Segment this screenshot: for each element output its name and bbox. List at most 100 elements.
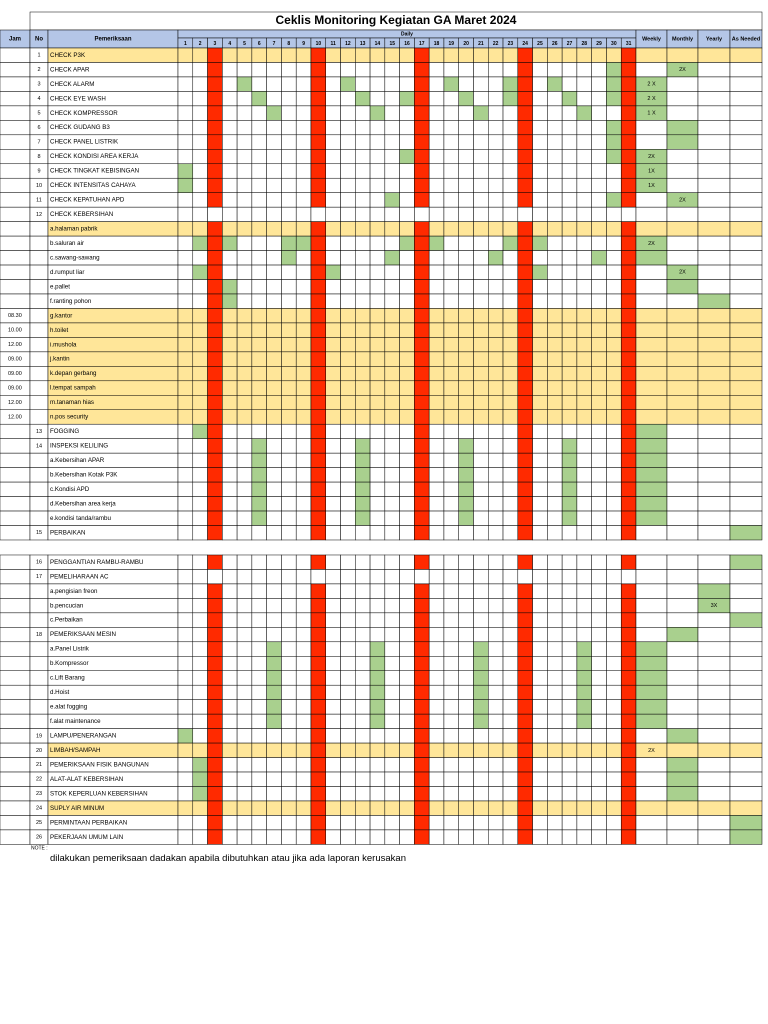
cell [295, 221, 312, 237]
cell [399, 583, 415, 599]
cell [384, 366, 400, 382]
cell [729, 105, 763, 121]
cell [488, 569, 504, 585]
item: ALAT-ALAT KEBERSIHAN [50, 776, 123, 783]
cell [532, 525, 548, 541]
cell [281, 337, 297, 353]
cell [177, 177, 194, 193]
cell [222, 149, 238, 165]
cell [340, 250, 356, 266]
cell [295, 496, 312, 512]
cell [576, 366, 592, 382]
cell [620, 62, 637, 78]
cell [502, 771, 519, 787]
cell [729, 438, 763, 454]
cell [222, 366, 238, 382]
cell [281, 569, 297, 585]
item: a.Panel Listrik [50, 646, 90, 653]
cell [295, 47, 312, 63]
cell [207, 409, 223, 425]
cell [517, 91, 533, 107]
cell [666, 120, 699, 136]
cell [561, 728, 578, 744]
cell [561, 149, 578, 165]
day-number: 4 [228, 41, 231, 47]
cell [266, 583, 282, 599]
cell [547, 757, 563, 773]
cell [517, 771, 533, 787]
cell [635, 670, 668, 686]
cell [310, 829, 326, 845]
cell [666, 713, 699, 729]
cell [729, 76, 763, 92]
cell [310, 120, 326, 136]
cell [369, 786, 386, 802]
cell [428, 395, 445, 410]
cell [666, 337, 699, 353]
day-number: 25 [537, 41, 543, 47]
cell [310, 308, 326, 324]
cell [606, 264, 622, 280]
cell [207, 293, 223, 309]
cell [399, 308, 415, 324]
cell [207, 308, 223, 324]
cell [340, 684, 356, 700]
cell [222, 351, 238, 367]
cell [666, 656, 699, 671]
cell [281, 829, 297, 845]
cell [266, 829, 282, 845]
cell [340, 569, 356, 585]
cell [384, 438, 400, 454]
cell [222, 279, 238, 295]
cell [697, 496, 731, 512]
cell [266, 134, 282, 150]
cell [443, 815, 459, 831]
cell [591, 235, 607, 251]
cell [517, 684, 533, 700]
cell [251, 656, 267, 671]
cell [236, 627, 253, 643]
cell [488, 684, 504, 700]
cell [458, 598, 474, 614]
cell [502, 395, 519, 410]
cell [666, 395, 699, 410]
cell [576, 757, 592, 773]
cell [222, 62, 238, 78]
cell [29, 656, 49, 671]
cell [310, 177, 326, 193]
cell [384, 554, 400, 570]
cell [295, 452, 312, 468]
cell [473, 134, 489, 150]
cell [281, 409, 297, 425]
cell [502, 409, 519, 425]
cell [576, 235, 592, 251]
cell [443, 481, 459, 497]
cell [236, 815, 253, 831]
cell [325, 757, 341, 773]
cell [340, 192, 356, 208]
cell [729, 583, 763, 599]
cell [399, 293, 415, 309]
cell [606, 742, 622, 758]
cell [295, 598, 312, 614]
cell [29, 612, 49, 628]
cell [251, 800, 267, 816]
cell [414, 641, 430, 657]
cell [207, 192, 223, 208]
cell [666, 351, 699, 367]
cell [0, 423, 31, 439]
cell [561, 684, 578, 700]
cell [591, 684, 607, 700]
cell [697, 322, 731, 338]
cell [310, 395, 326, 410]
cell [369, 120, 386, 136]
cell [729, 337, 763, 353]
cell [222, 438, 238, 454]
cell [325, 641, 341, 657]
cell [729, 250, 763, 266]
cell [620, 47, 637, 63]
cell [591, 641, 607, 657]
cell [192, 134, 208, 150]
cell [251, 250, 267, 266]
cell [635, 684, 668, 700]
